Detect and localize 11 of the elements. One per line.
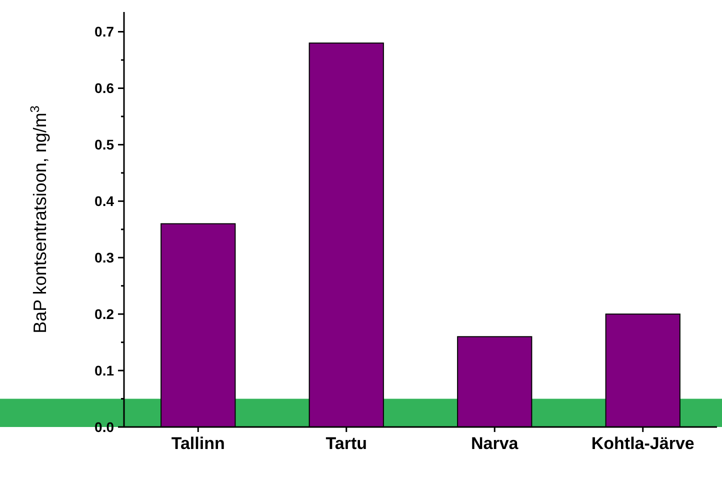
y-tick-label: 0.4 xyxy=(94,193,114,210)
x-tick-label: Tartu xyxy=(326,434,367,453)
y-tick-label: 0.6 xyxy=(94,80,114,96)
x-tick-label: Narva xyxy=(470,434,519,453)
x-tick-label: Kohtla-Järve xyxy=(591,434,694,453)
y-tick-label: 0.3 xyxy=(94,250,114,266)
y-tick-label: 0.2 xyxy=(94,306,114,322)
y-tick-label: 0.7 xyxy=(94,24,114,40)
y-tick-label: 0.5 xyxy=(94,136,114,153)
x-tick-label: Tallinn xyxy=(171,434,225,453)
y-tick-label: 0.1 xyxy=(94,362,114,378)
